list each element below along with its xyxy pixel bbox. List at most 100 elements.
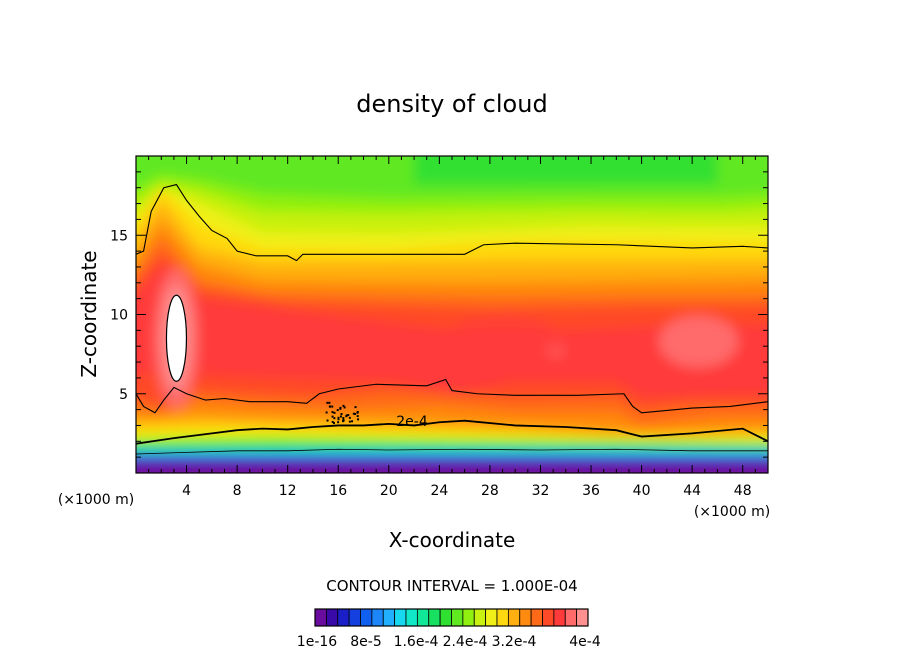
colorbar-swatch [360,608,373,627]
contour-speck [337,416,340,419]
x-tick-label: 36 [582,483,600,499]
mid-band [442,315,563,368]
colorbar-label: 3.2e-4 [492,634,537,650]
contour-speck [332,422,335,425]
colorbar-swatch [416,608,430,627]
colorbar-swatch [564,608,578,627]
colorbar-swatch [348,608,361,627]
band-low-0 [136,461,768,473]
contour-lines [136,183,768,455]
colorbar-label: 1e-16 [297,634,337,650]
colorbar-label: 4e-4 [569,634,601,650]
contour-speck [325,411,328,414]
colorbar-label: 1.6e-4 [394,634,439,650]
contour-speck [356,415,359,418]
colorbar-swatch [542,608,555,627]
colorbar-swatch [428,608,441,627]
contour-speck [328,401,331,404]
contour-speck [340,413,343,416]
x-tick-label: 4 [182,483,191,499]
x-tick-label: 8 [233,483,242,499]
y-axis-label: Z-coordinate [77,250,101,377]
x-axis-label: X-coordinate [389,528,516,552]
contour-speck [328,405,331,408]
colorbar-swatch [576,608,589,627]
contour-speck [342,404,345,407]
colorbar-swatch [530,608,543,627]
contour-speck [345,414,348,417]
contour-speck [331,411,334,414]
colorbar-swatch [451,608,464,627]
colorbar-swatch [337,608,350,627]
contour-speck [342,416,345,419]
x-tick-label: 44 [683,483,701,499]
y-axis-ticks: 5 10 15 [110,171,768,458]
x-tick-label: 12 [279,483,297,499]
contour-speck [339,406,342,409]
contour-speck [331,415,334,418]
y-tick-label: 10 [110,308,128,324]
contour-2e-4-lower [136,419,768,445]
colorbar-label: 8e-5 [350,634,381,650]
contour-speck [351,420,354,423]
contour-speck [326,401,329,404]
x-tick-label: 28 [481,483,499,499]
contour-speck [337,418,340,421]
contour-speck [354,406,357,409]
colorbar-swatch [553,608,566,627]
chart-title: density of cloud [356,90,547,118]
colorbar-frame [314,608,589,627]
contour-speck [339,415,342,418]
y-tick-label: 15 [110,228,128,244]
colorbar-swatch [496,608,509,627]
x-tick-label: 24 [430,483,448,499]
contour-speck [331,420,334,423]
contour-speck [336,409,339,412]
contour-speck [337,421,340,424]
colorbar-swatch [507,608,521,627]
contour-speck [352,412,355,415]
colorbar-swatch [405,608,418,627]
colorbar-swatch [519,608,532,627]
x-tick-label: 20 [380,483,398,499]
contour-speck [333,417,336,420]
contour-speck [333,411,336,414]
colorbar-swatch [394,608,407,627]
colorbar-label: 2.4e-4 [443,634,488,650]
colorbar-swatch [314,608,327,627]
contour-speck [331,405,334,408]
contour-1e-4 [136,448,768,455]
right-max [658,315,739,368]
band-top-core [414,156,718,185]
y-unit-note: (×1000 m) [58,492,134,508]
y-tick-label: 5 [119,387,128,403]
colorbar-swatch [473,608,487,627]
colorbar-swatch [371,608,384,627]
colorbar [314,608,589,627]
colorbar-swatch [382,608,396,627]
x-unit-note: (×1000 m) [694,504,770,520]
x-tick-label: 48 [734,483,752,499]
colorbar-swatch [439,608,452,627]
x-axis-ticks: 4 8 12 16 20 24 28 32 36 40 44 48 [148,156,756,499]
contour-speck [357,418,360,421]
contour-speck [342,420,345,423]
x-tick-label: 40 [633,483,651,499]
contour-3e-4 [136,183,768,262]
contour-interval: CONTOUR INTERVAL = 1.000E-04 [326,577,577,595]
contour-speck [356,411,359,414]
contour-speck [326,419,329,422]
colorbar-swatch [462,608,475,627]
contour-speck [347,414,350,417]
density-field [136,156,768,473]
contour-speck [343,406,346,409]
colorbar-labels: 1e-16 8e-5 1.6e-4 2.4e-4 3.2e-4 4e-4 [297,634,601,650]
contour-2e-4-upper [136,378,768,414]
contour-label: 2e-4 [396,414,428,430]
contour-speck [354,412,357,415]
x-tick-label: 16 [329,483,347,499]
x-tick-label: 32 [532,483,550,499]
contour-speck [348,420,351,423]
core-white [165,294,188,382]
